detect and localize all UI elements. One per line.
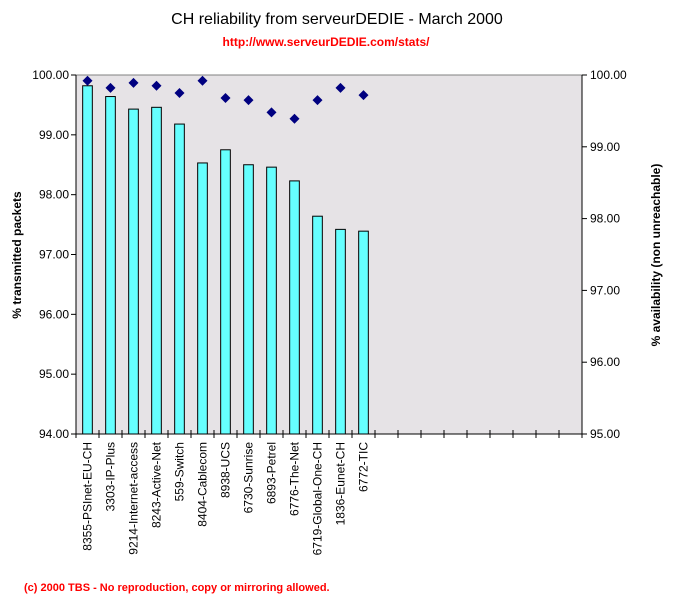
y2-tick-label: 99.00 — [590, 140, 620, 154]
copyright-footer: (c) 2000 TBS - No reproduction, copy or … — [24, 582, 330, 594]
y2-tick-label: 98.00 — [590, 212, 620, 226]
bar-6719-Global-One-CH — [312, 215, 323, 435]
bar-8938-UCS — [220, 149, 231, 435]
x-tick-label: 1836-Eunet-CH — [334, 442, 348, 525]
availability-point-6776-The-Net — [289, 113, 300, 124]
bar-3303-IP-Plus — [105, 96, 116, 435]
bar-1836-Eunet-CH — [335, 228, 346, 435]
availability-point-8404-Cablecom — [197, 75, 208, 86]
availability-point-6719-Global-One-CH — [312, 95, 323, 106]
x-tick-label: 6719-Global-One-CH — [311, 442, 325, 555]
x-tick-label: 6730-Sunrise — [242, 442, 256, 514]
availability-point-9214-Internet-access — [128, 77, 139, 88]
availability-point-559-Switch — [174, 87, 185, 98]
y-tick-label: 98.00 — [39, 188, 69, 202]
bar-8404-Cablecom — [197, 162, 208, 435]
chart-subtitle-link[interactable]: http://www.serveurDEDIE.com/stats/ — [223, 35, 431, 49]
y2-tick-label: 96.00 — [590, 355, 620, 369]
y2-tick-label: 100.00 — [590, 68, 627, 82]
availability-point-1836-Eunet-CH — [335, 82, 346, 93]
x-tick-label: 3303-IP-Plus — [104, 442, 118, 511]
bar-559-Switch — [174, 123, 185, 435]
x-tick-label: 6893-Petrel — [265, 442, 279, 504]
availability-point-8355-PSInet-EU-CH — [82, 75, 93, 86]
x-tick-label: 8355-PSInet-EU-CH — [81, 442, 95, 551]
x-tick-label: 6772-TIC — [357, 442, 371, 492]
chart-title: CH reliability from serveurDEDIE - March… — [171, 11, 503, 28]
y-axis-label: % transmitted packets — [10, 191, 24, 319]
availability-point-6893-Petrel — [266, 107, 277, 118]
y-tick-label: 100.00 — [32, 68, 69, 82]
bar-6776-The-Net — [289, 180, 300, 435]
y2-tick-label: 95.00 — [590, 427, 620, 441]
bar-6893-Petrel — [266, 166, 277, 435]
y2-axis-label: % availability (non unreachable) — [649, 164, 663, 347]
x-tick-label: 559-Switch — [173, 442, 187, 501]
y-tick-label: 94.00 — [39, 427, 69, 441]
x-tick-label: 8938-UCS — [219, 442, 233, 498]
x-tick-label: 6776-The-Net — [288, 441, 302, 516]
availability-point-8938-UCS — [220, 92, 231, 103]
y-tick-label: 99.00 — [39, 128, 69, 142]
y-tick-label: 96.00 — [39, 307, 69, 321]
availability-point-8243-Active-Net — [151, 80, 162, 91]
x-tick-label: 9214-Internet-access — [127, 442, 141, 555]
availability-point-6772-TIC — [358, 90, 369, 101]
y2-tick-label: 97.00 — [590, 283, 620, 297]
bar-9214-Internet-access — [128, 108, 139, 435]
availability-point-3303-IP-Plus — [105, 82, 116, 93]
bar-6772-TIC — [358, 230, 369, 435]
bar-6730-Sunrise — [243, 164, 254, 435]
x-tick-label: 8243-Active-Net — [150, 441, 164, 528]
bar-8355-PSInet-EU-CH — [82, 85, 93, 435]
availability-point-6730-Sunrise — [243, 95, 254, 106]
x-tick-label: 8404-Cablecom — [196, 442, 210, 527]
y-tick-label: 95.00 — [39, 367, 69, 381]
bar-8243-Active-Net — [151, 106, 162, 435]
y-tick-label: 97.00 — [39, 248, 69, 262]
